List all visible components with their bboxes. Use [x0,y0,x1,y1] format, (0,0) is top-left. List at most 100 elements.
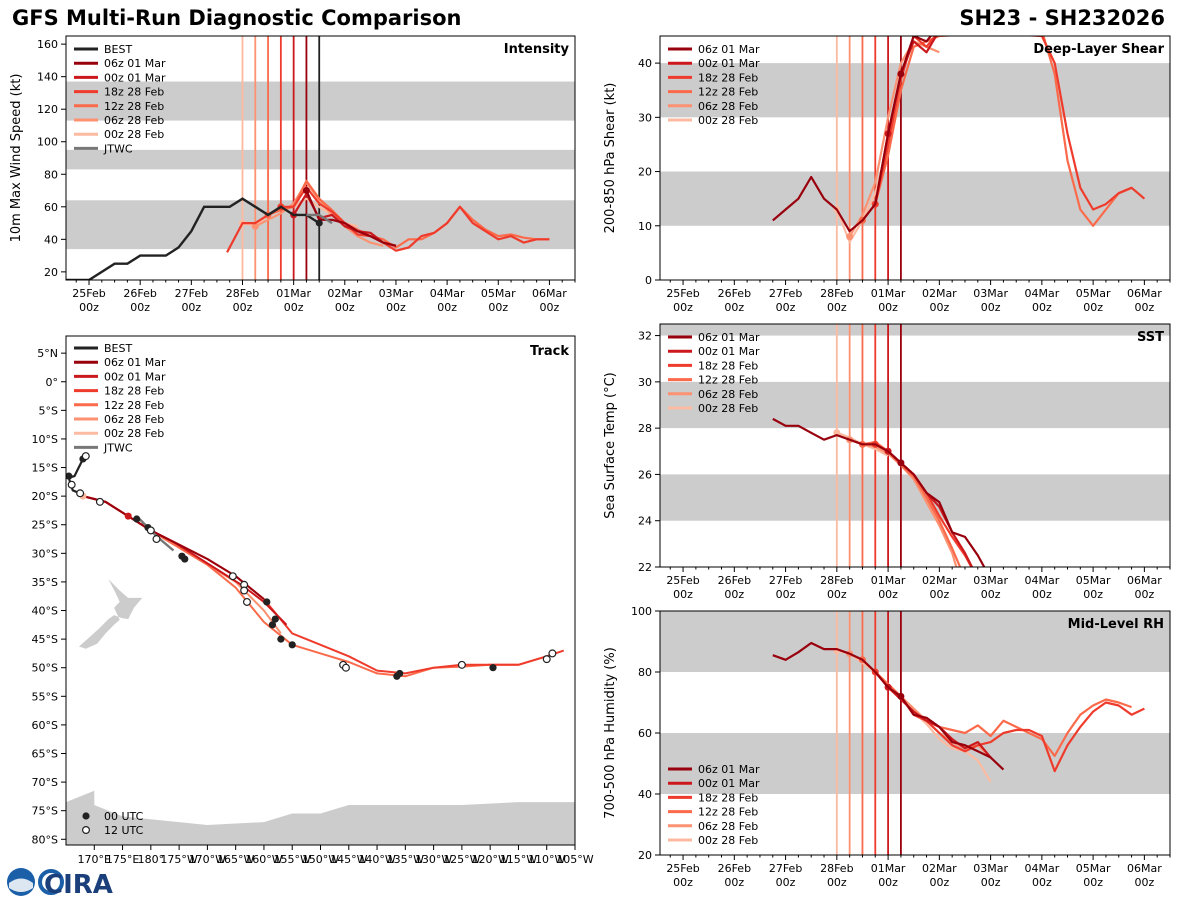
x-tick-label: 27Feb [769,287,802,300]
y-axis: 22 24 26 28 30 32 Sea Surface Temp (°C) [603,330,660,574]
lat-tick-label: 70°S [32,776,58,789]
lon-tick-label: 160°W [245,853,282,866]
x-tick-label: 28Feb [820,862,853,875]
x-tick-label: 03Mar [973,862,1008,875]
init-point-06z-28-feb [846,233,854,241]
x-tick-label-hour: 00z [981,588,1001,601]
lat-tick-label: 60°S [32,719,58,732]
x-tick-label-hour: 00z [1134,588,1154,601]
legend-entry: 18z 28 Feb [698,791,758,804]
y-tick-label: 80 [44,168,58,181]
marker-12utc [341,663,350,672]
noaa-wave-icon [9,878,33,892]
init-point-06z-28-feb [251,222,259,230]
x-tick-label-hour: 00z [1083,301,1103,314]
y-tick-label: 30 [638,111,652,124]
legend-marker-12utc [81,825,90,834]
panel-intensity: 25Feb00z26Feb00z27Feb00z28Feb00z01Mar00z… [9,35,576,314]
plot-area [660,324,1170,567]
y-tick-label: 20 [638,166,652,179]
x-tick-label: 05Mar [1076,862,1111,875]
panel-title: SST [1137,330,1164,345]
lat-tick-label: 40°S [32,605,58,618]
lon-tick-label: 145°W [330,853,367,866]
y-tick-label: 60 [638,727,652,740]
x-tick-label: 02Mar [922,862,957,875]
lat-tick-label: 55°S [32,690,58,703]
x-tick-label-hour: 00z [724,301,744,314]
series-line-18z-28-feb [874,671,1145,773]
y-tick-label: 60 [44,201,58,214]
x-tick-label-hour: 00z [673,876,693,889]
legend-entry: 00z 28 Feb [698,834,758,847]
series-line-06z-28-feb [254,181,384,247]
cira-logo: CIRA [7,868,113,898]
series-line-06z-01-mar [772,417,986,567]
x-tick-label-hour: 00z [929,588,949,601]
legend-entry: 00 UTC [104,810,144,823]
panel-shear: 25Feb00z26Feb00z27Feb00z28Feb00z01Mar00z… [603,35,1171,314]
marker-12utc [242,597,251,606]
y-tick-label: 30 [638,376,652,389]
lon-tick-label: 170°E [78,853,111,866]
x-tick-label-hour: 00z [878,301,898,314]
marker-00utc [396,669,404,678]
x-tick-label-hour: 00z [437,301,457,314]
legend-entry: 00z 28 Feb [104,427,164,440]
legend-entry: 12z 28 Feb [698,374,758,387]
y-axis-label: 10m Max Wind Speed (kt) [9,74,24,243]
legend-entry: 06z 28 Feb [104,413,164,426]
y-tick-label: 160 [37,38,58,51]
legend-entry: 12z 28 Feb [104,100,164,113]
marker-12utc [76,489,85,498]
plot-area [660,611,1170,855]
marker-12utc [548,649,557,658]
y-tick-label: 24 [638,515,652,528]
lat-tick-label: 30°S [32,547,58,560]
lon-tick-label: 115°W [500,853,537,866]
y-tick-label: 100 [631,605,652,618]
series-line-06z-01-mar [772,36,933,233]
y-tick-label: 80 [638,666,652,679]
x-tick-label: 27Feb [175,287,208,300]
legend-entry: 06z 01 Mar [104,57,166,70]
lat-tick-label: 25°S [32,519,58,532]
x-tick-label-hour: 00z [929,301,949,314]
cira-logo-text: CIRA [44,870,113,898]
y-tick-label: 26 [638,468,652,481]
legend-entry: 00z 01 Mar [698,345,760,358]
panel-title: Intensity [504,42,570,57]
shade-band [66,149,575,170]
marker-12utc [240,586,249,595]
marker-00utc [263,598,271,606]
x-tick-label: 05Mar [481,287,516,300]
lon-tick-label: 135°W [387,853,424,866]
plot-area [660,36,1170,280]
best-point [315,219,323,227]
x-tick-label-hour: 00z [1134,876,1154,889]
x-tick-label: 26Feb [718,287,751,300]
panel-frame [65,35,576,281]
x-tick-label: 28Feb [226,287,259,300]
shade-band [660,733,1170,794]
lat-tick-label: 5°S [39,404,58,417]
x-tick-label: 06Mar [1127,287,1162,300]
shade-band [660,171,1170,226]
x-tick-label-hour: 00z [929,876,949,889]
marker-00utc [288,641,296,649]
init-point-00z-28-feb [833,429,841,437]
shade-band [660,63,1170,118]
x-tick-label: 26Feb [718,862,751,875]
lat-axis: 5°N 0° 5°S 10°S 15°S 20°S 25°S 30°S 35°S 40°S 45°S… [32,347,66,846]
antarctica-land [66,790,575,845]
x-tick-label-hour: 00z [181,301,201,314]
lat-tick-label: 50°S [32,662,58,675]
x-tick-label: 25Feb [666,287,699,300]
x-tick-label: 01Mar [871,862,906,875]
x-tick-label-hour: 00z [1083,588,1103,601]
legend-entry: 00z 01 Mar [698,777,760,790]
y-tick-label: 20 [638,849,652,862]
